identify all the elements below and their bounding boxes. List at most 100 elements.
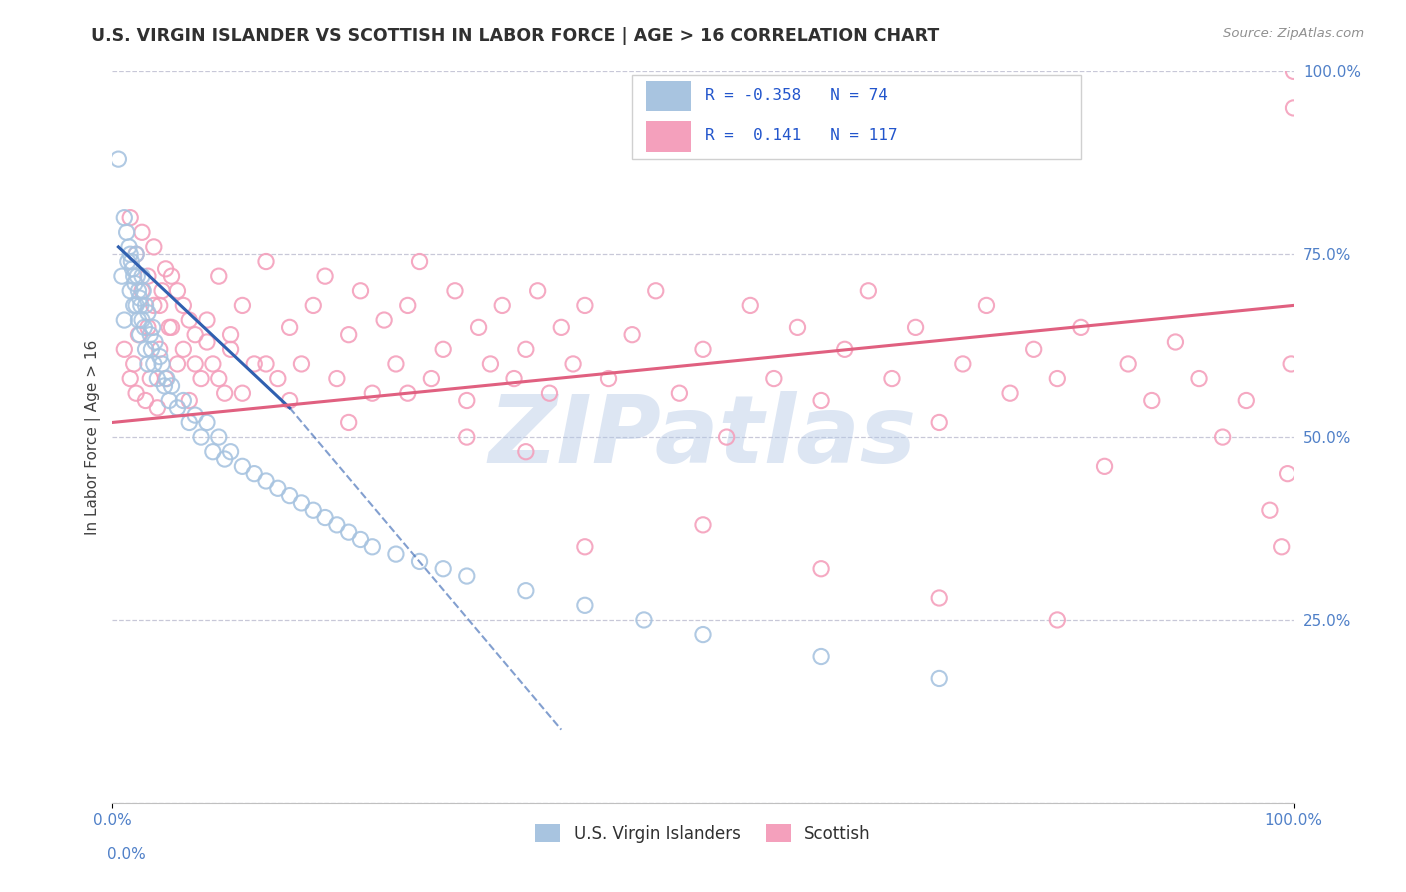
Point [810,649,832,664]
Point [278,393,301,408]
Point [146,371,169,385]
Point [179,393,201,408]
Point [1271,540,1294,554]
Text: R = -0.358   N = 74: R = -0.358 N = 74 [706,87,889,103]
Point [550,320,572,334]
Point [184,357,207,371]
Point [479,357,502,371]
Point [128,327,150,342]
Point [157,393,180,408]
Point [1258,503,1281,517]
Point [122,357,145,371]
Point [107,152,129,166]
Point [125,298,148,312]
Point [1046,371,1069,385]
Point [621,327,644,342]
Point [139,371,162,385]
Point [290,357,312,371]
Point [149,350,172,364]
Point [142,357,165,371]
Point [142,320,165,334]
Point [491,298,513,312]
Point [1277,467,1299,481]
Point [858,284,880,298]
Point [155,371,177,385]
Point [1116,357,1139,371]
Point [928,672,950,686]
Point [786,320,808,334]
Point [692,343,714,357]
Point [150,284,173,298]
Point [834,343,856,357]
Point [644,284,666,298]
Point [1282,101,1305,115]
Point [120,371,142,385]
Point [214,386,236,401]
Point [160,320,183,334]
Point [136,306,159,320]
Point [361,386,384,401]
Point [420,371,443,385]
Point [762,371,785,385]
Point [976,298,998,312]
Point [302,298,325,312]
Bar [647,121,692,152]
Point [574,298,596,312]
Point [125,247,148,261]
Point [120,254,142,268]
Point [153,379,176,393]
Point [928,591,950,605]
Point [456,393,478,408]
Point [302,503,325,517]
Point [326,371,349,385]
FancyBboxPatch shape [633,75,1081,159]
Point [136,357,159,371]
Point [166,401,188,415]
Point [112,343,135,357]
Legend: U.S. Virgin Islanders, Scottish: U.S. Virgin Islanders, Scottish [529,818,877,849]
Point [314,510,336,524]
Point [904,320,927,334]
Text: ZIPatlas: ZIPatlas [489,391,917,483]
Point [146,401,169,415]
Point [219,327,242,342]
Point [142,298,165,312]
Point [214,452,236,467]
Point [131,284,153,298]
Point [120,247,142,261]
Point [243,467,266,481]
Point [149,343,172,357]
Point [880,371,903,385]
Point [337,327,360,342]
Point [444,284,467,298]
Point [740,298,762,312]
Point [267,371,290,385]
Point [120,211,142,225]
Point [692,517,714,532]
Point [128,291,150,305]
Point [515,444,537,458]
Point [1022,343,1045,357]
Point [254,254,277,268]
Bar [647,80,692,112]
Point [314,269,336,284]
Point [456,430,478,444]
Point [149,298,172,312]
Point [195,313,218,327]
Text: U.S. VIRGIN ISLANDER VS SCOTTISH IN LABOR FORCE | AGE > 16 CORRELATION CHART: U.S. VIRGIN ISLANDER VS SCOTTISH IN LABO… [91,27,939,45]
Point [172,343,194,357]
Point [810,562,832,576]
Point [574,540,596,554]
Point [219,444,242,458]
Point [157,320,180,334]
Point [118,240,141,254]
Point [562,357,585,371]
Point [1282,64,1305,78]
Point [141,343,163,357]
Point [337,416,360,430]
Point [633,613,655,627]
Point [337,525,360,540]
Point [538,386,561,401]
Point [692,627,714,641]
Point [129,298,152,312]
